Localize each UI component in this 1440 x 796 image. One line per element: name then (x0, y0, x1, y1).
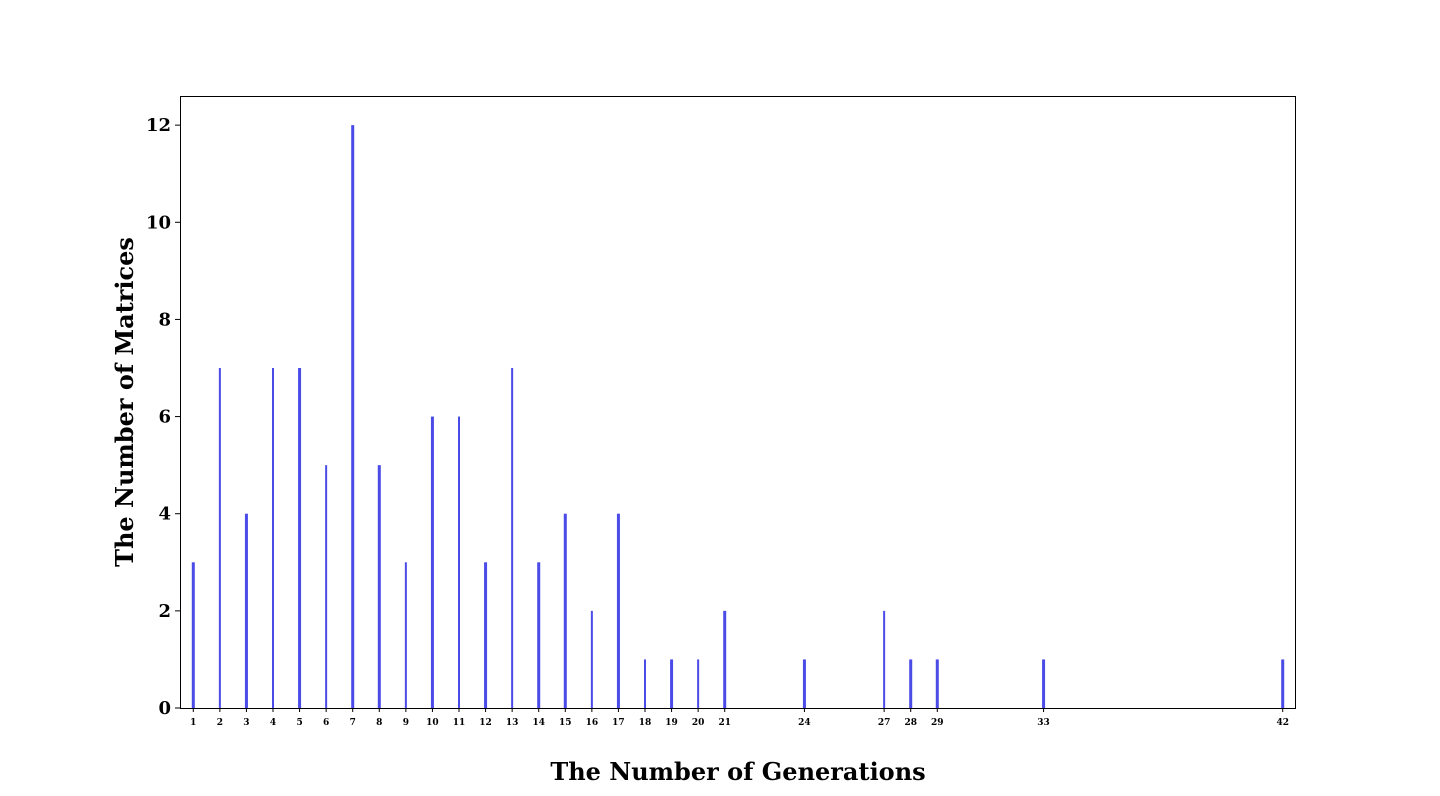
bar-10 (430, 416, 434, 708)
x-tick-label: 12 (479, 718, 492, 728)
bar-14 (537, 562, 541, 708)
x-axis: 1 2 3 4 5 6 7 8 9 10 11 12 13 14 15 16 17 18 19 20 21 24 27 28 2… (190, 708, 1289, 728)
bar-1 (191, 562, 195, 708)
x-tick-label: 18 (639, 718, 652, 728)
bar-18 (644, 659, 646, 708)
x-tick-label: 4 (270, 718, 276, 728)
x-tick-label: 6 (323, 718, 329, 728)
x-tick-label: 2 (217, 718, 223, 728)
bar-3 (244, 513, 248, 708)
x-tick-label: 5 (296, 718, 302, 728)
x-tick-label: 10 (426, 718, 439, 728)
bar-8 (377, 465, 381, 708)
y-axis: 0 2 4 6 8 10 12 (146, 115, 180, 719)
x-tick-label: 13 (506, 718, 519, 728)
bar-27 (883, 610, 886, 708)
x-tick-label: 11 (453, 718, 466, 728)
bar-5 (298, 368, 302, 708)
bar-20 (697, 659, 700, 708)
bar-2 (218, 368, 221, 708)
bar-19 (670, 659, 674, 708)
x-tick-label: 21 (718, 718, 731, 728)
bar-4 (272, 368, 274, 708)
bar-21 (723, 610, 727, 708)
bar-33 (1042, 659, 1046, 708)
x-tick-label: 29 (931, 718, 944, 728)
x-tick-label: 1 (190, 718, 196, 728)
x-tick-label: 28 (904, 718, 917, 728)
x-tick-label: 27 (878, 718, 891, 728)
x-tick-label: 9 (403, 718, 409, 728)
bar-15 (563, 513, 567, 708)
x-tick-label: 8 (376, 718, 382, 728)
bar-29 (935, 659, 939, 708)
bar-11 (458, 416, 460, 708)
bar-7 (351, 125, 355, 708)
bar-16 (590, 610, 593, 708)
x-tick-label: 3 (243, 718, 249, 728)
bar-9 (404, 562, 407, 708)
y-axis-label: The Number of Matrices (110, 237, 139, 567)
x-tick-label: 20 (692, 718, 705, 728)
y-tick-label: 10 (146, 212, 171, 233)
bar-42 (1281, 659, 1285, 708)
bar-6 (325, 465, 328, 708)
x-tick-label: 19 (665, 718, 678, 728)
y-tick-label: 12 (146, 115, 171, 136)
x-tick-label: 42 (1276, 718, 1289, 728)
x-tick-label: 33 (1037, 718, 1050, 728)
y-tick-label: 4 (158, 504, 171, 525)
plot-frame (180, 96, 1296, 709)
bar-series (191, 125, 1285, 708)
x-tick-label: 16 (586, 718, 599, 728)
bar-12 (484, 562, 488, 708)
bar-28 (909, 659, 913, 708)
x-tick-label: 17 (612, 718, 625, 728)
y-tick-label: 6 (158, 407, 171, 428)
y-tick-label: 8 (158, 309, 171, 330)
x-tick-label: 15 (559, 718, 572, 728)
x-axis-label: The Number of Generations (550, 757, 925, 786)
x-tick-label: 14 (532, 718, 545, 728)
y-tick-label: 2 (158, 601, 171, 622)
x-tick-label: 24 (798, 718, 811, 728)
x-tick-label: 7 (350, 718, 356, 728)
bar-13 (511, 368, 514, 708)
bar-24 (802, 659, 806, 708)
y-tick-label: 0 (158, 698, 171, 719)
bar-17 (616, 513, 620, 708)
